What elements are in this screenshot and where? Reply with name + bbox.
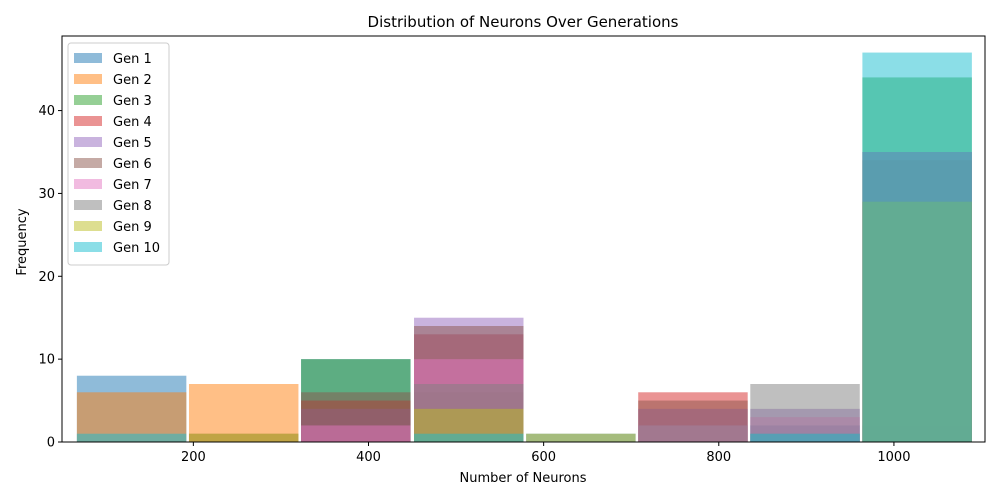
x-tick-label: 600 [531, 450, 556, 465]
y-tick-label: 30 [38, 187, 55, 202]
legend-label-gen-5: Gen 5 [113, 136, 152, 151]
legend-label-gen-3: Gen 3 [113, 94, 152, 109]
legend-label-gen-10: Gen 10 [113, 241, 160, 256]
bar-gen-10-bin-1 [76, 433, 187, 442]
legend-swatch-gen-7 [74, 179, 102, 189]
legend-swatch-gen-2 [74, 74, 102, 84]
bar-gen-8-bin-7 [750, 384, 860, 442]
legend-label-gen-4: Gen 4 [113, 115, 152, 130]
x-tick-label: 1000 [877, 450, 910, 465]
y-tick-label: 0 [47, 436, 55, 451]
bar-gen-9-bin-2 [188, 433, 299, 442]
legend-swatch-gen-5 [74, 137, 102, 147]
legend-swatch-gen-6 [74, 158, 102, 168]
x-tick-label: 800 [706, 450, 731, 465]
legend-label-gen-8: Gen 8 [113, 199, 152, 214]
legend-label-gen-9: Gen 9 [113, 220, 152, 235]
legend-swatch-gen-8 [74, 200, 102, 210]
legend-label-gen-1: Gen 1 [113, 52, 152, 67]
legend-swatch-gen-1 [74, 53, 102, 63]
bars-layer [76, 52, 972, 443]
legend-swatch-gen-9 [74, 221, 102, 231]
y-tick-label: 40 [38, 104, 55, 119]
legend-label-gen-7: Gen 7 [113, 178, 152, 193]
x-tick-label: 200 [181, 450, 206, 465]
bar-gen-10-bin-7 [750, 433, 860, 442]
legend-label-gen-6: Gen 6 [113, 157, 152, 172]
chart-title: Distribution of Neurons Over Generations [368, 13, 679, 31]
y-axis-title: Frequency [15, 208, 30, 275]
legend-label-gen-2: Gen 2 [113, 73, 152, 88]
bar-gen-8-bin-6 [638, 425, 748, 442]
bar-gen-7-bin-3 [301, 425, 411, 442]
bar-gen-2-bin-2 [188, 384, 299, 442]
legend-swatch-gen-10 [74, 242, 102, 252]
plot-frame [61, 35, 986, 443]
axes-layer: 200 400 600 800 1000 0 10 20 30 40 [38, 35, 986, 465]
x-axis-title: Number of Neurons [459, 471, 586, 486]
y-tick-label: 20 [38, 270, 55, 285]
bar-gen-9-bin-5 [526, 433, 636, 442]
series-10 [76, 52, 972, 442]
x-tick-label: 400 [356, 450, 381, 465]
y-tick-label: 10 [38, 353, 55, 368]
legend-swatch-gen-4 [74, 116, 102, 126]
bar-gen-10-bin-4 [414, 433, 524, 442]
legend: Gen 1 Gen 2 Gen 3 Gen 4 Gen 5 Gen 6 Gen 7 Gen 8… [67, 42, 170, 266]
bar-gen-10-bin-8 [862, 52, 972, 442]
legend-swatch-gen-3 [74, 95, 102, 105]
